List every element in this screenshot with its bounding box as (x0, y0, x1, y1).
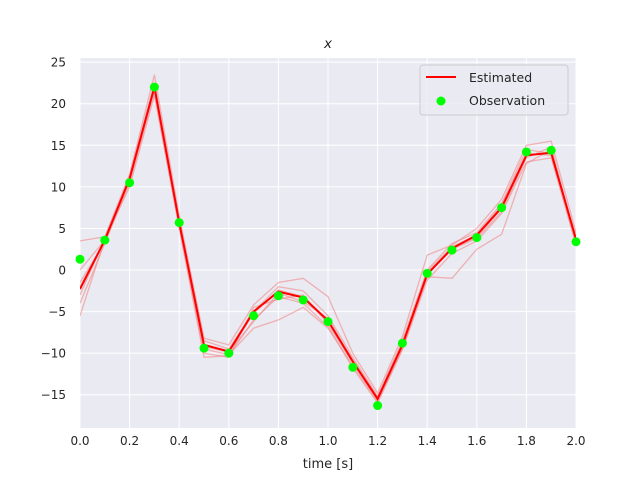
observation-point (397, 338, 407, 348)
observation-point (149, 82, 159, 92)
x-tick-label: 0.0 (70, 434, 89, 448)
observation-point (571, 237, 581, 247)
observation-point (323, 317, 333, 327)
x-tick-label: 1.4 (418, 434, 437, 448)
legend: Estimated Observation (419, 64, 569, 116)
x-tick-label: 0.4 (170, 434, 189, 448)
x-axis-label: time [s] (303, 457, 353, 472)
legend-estimated-label: Estimated (469, 70, 532, 85)
y-tick-labels: −15 −10 −5 0 5 10 15 20 25 (41, 56, 66, 403)
observation-point (249, 311, 259, 321)
observation-point (472, 233, 482, 243)
observation-point (521, 147, 531, 157)
observation-point (100, 235, 110, 245)
observation-point (125, 178, 135, 188)
legend-observation-label: Observation (469, 93, 545, 108)
y-tick-label: 20 (51, 97, 66, 111)
x-tick-label: 1.2 (368, 434, 387, 448)
y-tick-label: −15 (41, 388, 66, 402)
observation-point (422, 268, 432, 278)
x-tick-label: 1.0 (318, 434, 337, 448)
legend-observation-swatch (436, 96, 446, 106)
observation-point (75, 254, 85, 264)
ensemble-line (80, 74, 576, 395)
y-tick-label: 10 (51, 180, 66, 194)
y-tick-label: 0 (58, 264, 66, 278)
observation-point (199, 343, 209, 353)
x-tick-label: 0.2 (120, 434, 139, 448)
x-tick-label: 0.6 (219, 434, 238, 448)
y-tick-label: 15 (51, 139, 66, 153)
y-tick-label: 25 (51, 56, 66, 70)
y-tick-label: −10 (41, 347, 66, 361)
legend-box (419, 64, 569, 116)
observation-point (273, 291, 283, 301)
x-tick-labels: 0.0 0.2 0.4 0.6 0.8 1.0 1.2 1.4 1.6 1.8 2.0 (70, 434, 585, 448)
x-tick-label: 1.6 (467, 434, 486, 448)
observation-point (546, 145, 556, 155)
y-tick-label: −5 (48, 305, 66, 319)
observation-points (75, 82, 581, 411)
x-tick-label: 0.8 (269, 434, 288, 448)
observation-point (224, 348, 234, 358)
observation-point (348, 362, 358, 372)
observation-point (373, 401, 383, 411)
x-tick-label: 1.8 (517, 434, 536, 448)
observation-point (497, 203, 507, 213)
x-tick-label: 2.0 (566, 434, 585, 448)
observation-point (447, 245, 457, 255)
chart-title: x (323, 36, 333, 52)
observation-point (298, 295, 308, 305)
observation-point (174, 218, 184, 228)
y-tick-label: 5 (58, 222, 66, 236)
